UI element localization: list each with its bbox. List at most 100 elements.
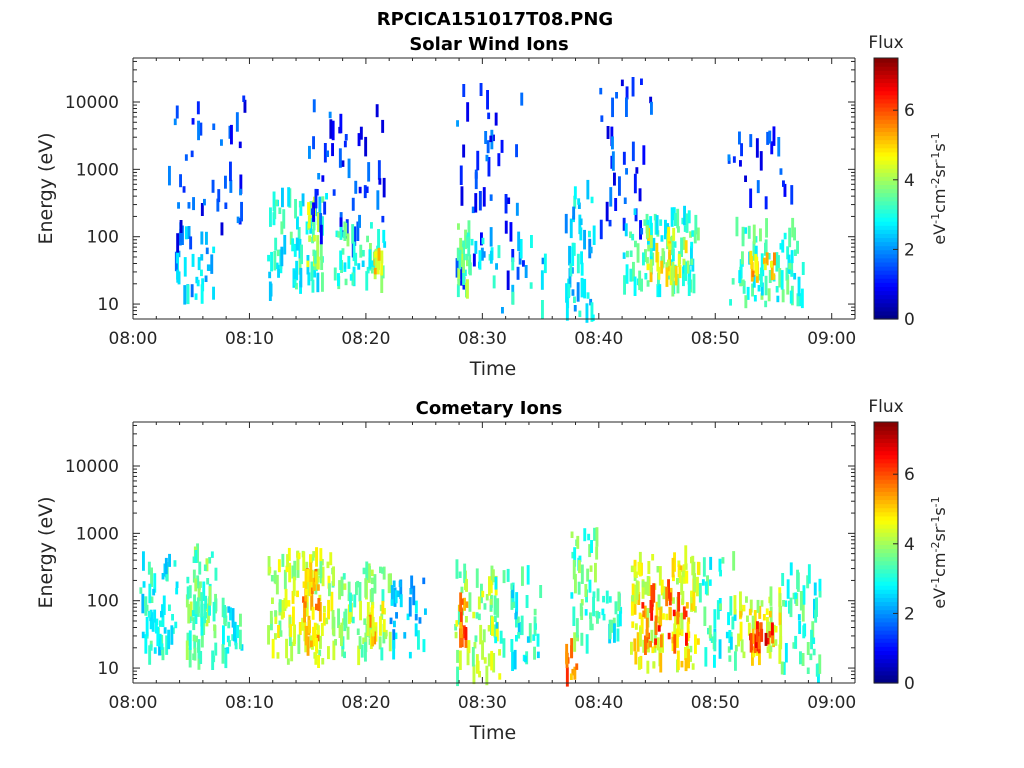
- flux-cell: [646, 257, 649, 264]
- flux-cell: [389, 617, 393, 625]
- flux-cell: [649, 640, 652, 648]
- flux-cell: [818, 591, 822, 598]
- flux-cell: [681, 590, 685, 604]
- flux-cell: [626, 250, 629, 258]
- flux-cell: [311, 236, 314, 244]
- flux-cell: [625, 97, 628, 117]
- flux-cell: [187, 202, 191, 209]
- flux-cell: [459, 165, 463, 185]
- flux-cell: [592, 591, 596, 598]
- flux-cell: [156, 626, 160, 647]
- flux-cell: [667, 226, 671, 247]
- flux-cell: [524, 655, 527, 663]
- flux-cell: [643, 605, 647, 619]
- flux-cell: [667, 269, 671, 276]
- colorbar-tick-label: 4: [904, 171, 915, 191]
- flux-cell: [341, 248, 345, 255]
- flux-cell: [196, 578, 200, 585]
- flux-cell: [511, 651, 514, 671]
- flux-cell: [584, 584, 588, 597]
- flux-cell: [719, 603, 722, 610]
- flux-cell: [196, 543, 199, 563]
- flux-cell: [148, 645, 152, 665]
- flux-cell: [456, 649, 459, 663]
- flux-cell: [458, 249, 462, 270]
- flux-cell: [203, 564, 207, 571]
- flux-cell: [686, 260, 690, 274]
- spectrogram-cells: [139, 527, 822, 687]
- flux-cell: [362, 567, 366, 575]
- flux-cell: [373, 267, 377, 275]
- flux-cell: [680, 629, 684, 637]
- x-tick-label: 08:00: [109, 693, 158, 713]
- flux-cell: [292, 576, 296, 597]
- flux-cell: [592, 596, 595, 617]
- flux-cell: [212, 286, 215, 300]
- flux-cell: [492, 275, 496, 289]
- flux-cell: [194, 601, 198, 615]
- flux-cell: [337, 231, 341, 238]
- flux-cell: [458, 571, 462, 578]
- flux-cell: [751, 624, 755, 644]
- flux-cell: [752, 274, 756, 288]
- flux-cell: [351, 272, 355, 286]
- colorbar-step: [874, 576, 898, 582]
- flux-cell: [654, 615, 658, 635]
- colorbar-step: [874, 290, 898, 296]
- colorbar-step: [874, 434, 898, 439]
- colorbar-step: [874, 94, 898, 100]
- panel-title: Solar Wind Ions: [409, 34, 568, 55]
- flux-cell: [358, 636, 362, 650]
- flux-cell: [768, 621, 772, 635]
- flux-cell: [319, 558, 323, 578]
- flux-cell: [696, 638, 700, 645]
- flux-cell: [742, 280, 746, 294]
- flux-cell: [349, 602, 353, 623]
- flux-cell: [161, 614, 165, 627]
- colorbar-step: [874, 225, 898, 230]
- flux-cell: [337, 273, 340, 287]
- flux-cell: [481, 237, 485, 245]
- flux-cell: [187, 226, 191, 239]
- flux-cell: [182, 186, 186, 193]
- flux-cell: [320, 559, 324, 566]
- colorbar-step: [874, 233, 898, 239]
- flux-cell: [317, 655, 320, 668]
- flux-cell: [770, 261, 773, 268]
- flux-cell: [784, 643, 788, 663]
- flux-cell: [398, 580, 402, 588]
- flux-cell: [569, 673, 573, 680]
- flux-cell: [465, 578, 468, 592]
- flux-cell: [188, 630, 192, 650]
- flux-cell: [301, 193, 305, 207]
- flux-cell: [511, 585, 514, 599]
- flux-cell: [323, 201, 327, 215]
- flux-cell: [179, 174, 182, 188]
- flux-cell: [649, 235, 653, 249]
- flux-cell: [313, 234, 316, 242]
- flux-cell: [226, 647, 230, 654]
- colorbar-step: [874, 605, 898, 611]
- colorbar-step: [874, 568, 898, 574]
- flux-cell: [354, 252, 358, 266]
- flux-cell: [320, 623, 324, 636]
- flux-cell: [491, 616, 494, 636]
- colorbar-step: [874, 552, 898, 558]
- flux-cell: [588, 544, 592, 558]
- flux-cell: [813, 582, 817, 596]
- flux-cell: [198, 561, 202, 575]
- flux-cell: [677, 592, 681, 612]
- flux-cell: [208, 586, 212, 606]
- flux-cell: [319, 548, 323, 562]
- flux-cell: [671, 557, 675, 578]
- flux-cell: [741, 279, 745, 286]
- flux-cell: [622, 151, 626, 165]
- flux-cell: [494, 636, 498, 644]
- flux-cell: [473, 642, 477, 649]
- flux-cell: [497, 245, 501, 259]
- flux-cell: [377, 247, 381, 261]
- flux-cell: [517, 622, 521, 635]
- flux-cell: [424, 608, 427, 615]
- flux-cell: [360, 644, 364, 658]
- colorbar-step: [874, 540, 898, 545]
